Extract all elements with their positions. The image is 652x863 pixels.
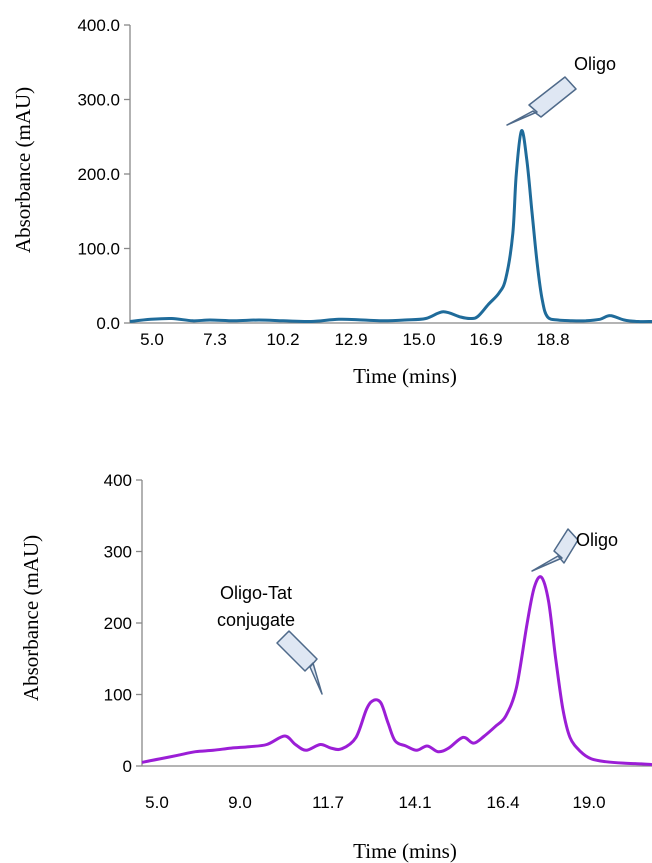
y-tick-label: 300.0	[77, 91, 120, 110]
x-axis-title: Time (mins)	[353, 364, 457, 388]
x-tick-label: 9.0	[228, 793, 252, 812]
arrow-icon	[531, 528, 579, 572]
series-line	[129, 129, 652, 324]
annotation-oligo-tat: Oligo-Tat	[220, 583, 292, 603]
annotation-conjugate: conjugate	[217, 610, 295, 630]
y-tick-label: 0.0	[96, 314, 120, 333]
series-line	[141, 575, 652, 767]
y-tick-label: 300	[104, 543, 132, 562]
y-tick-label: 400	[104, 471, 132, 490]
arrow-icon	[276, 630, 323, 695]
x-tick-label: 7.3	[203, 330, 227, 349]
x-axis-title: Time (mins)	[353, 839, 457, 863]
x-tick-label: 14.1	[398, 793, 431, 812]
y-tick-label: 100	[104, 686, 132, 705]
y-axis-title: Absorbance (mAU)	[11, 87, 35, 253]
annotation-oligo: Oligo	[574, 54, 616, 74]
x-tick-label: 15.0	[402, 330, 435, 349]
y-tick-label: 200	[104, 614, 132, 633]
y-tick-label: 100.0	[77, 240, 120, 259]
x-tick-label: 18.8	[536, 330, 569, 349]
arrow-icon	[506, 76, 577, 126]
y-tick-label: 400.0	[77, 16, 120, 35]
chart-oligo: 0.0 100.0 200.0 300.0 400.0 5.0 7.3 10.2 12.9 15…	[11, 16, 652, 388]
y-tick-label: 0	[123, 757, 132, 776]
annotation-oligo: Oligo	[576, 530, 618, 550]
chart-oligo-tat: 0 100 200 300 400 5.0 9.0 11.7 14.1 16.4 19.0 Oli…	[19, 471, 652, 863]
x-tick-label: 10.2	[266, 330, 299, 349]
x-tick-label: 5.0	[145, 793, 169, 812]
x-tick-label: 19.0	[572, 793, 605, 812]
x-tick-label: 16.4	[486, 793, 519, 812]
x-tick-label: 5.0	[140, 330, 164, 349]
x-tick-label: 16.9	[469, 330, 502, 349]
y-axis-title: Absorbance (mAU)	[19, 535, 43, 701]
x-tick-label: 11.7	[312, 793, 344, 812]
y-tick-label: 200.0	[77, 165, 120, 184]
x-tick-label: 12.9	[334, 330, 367, 349]
